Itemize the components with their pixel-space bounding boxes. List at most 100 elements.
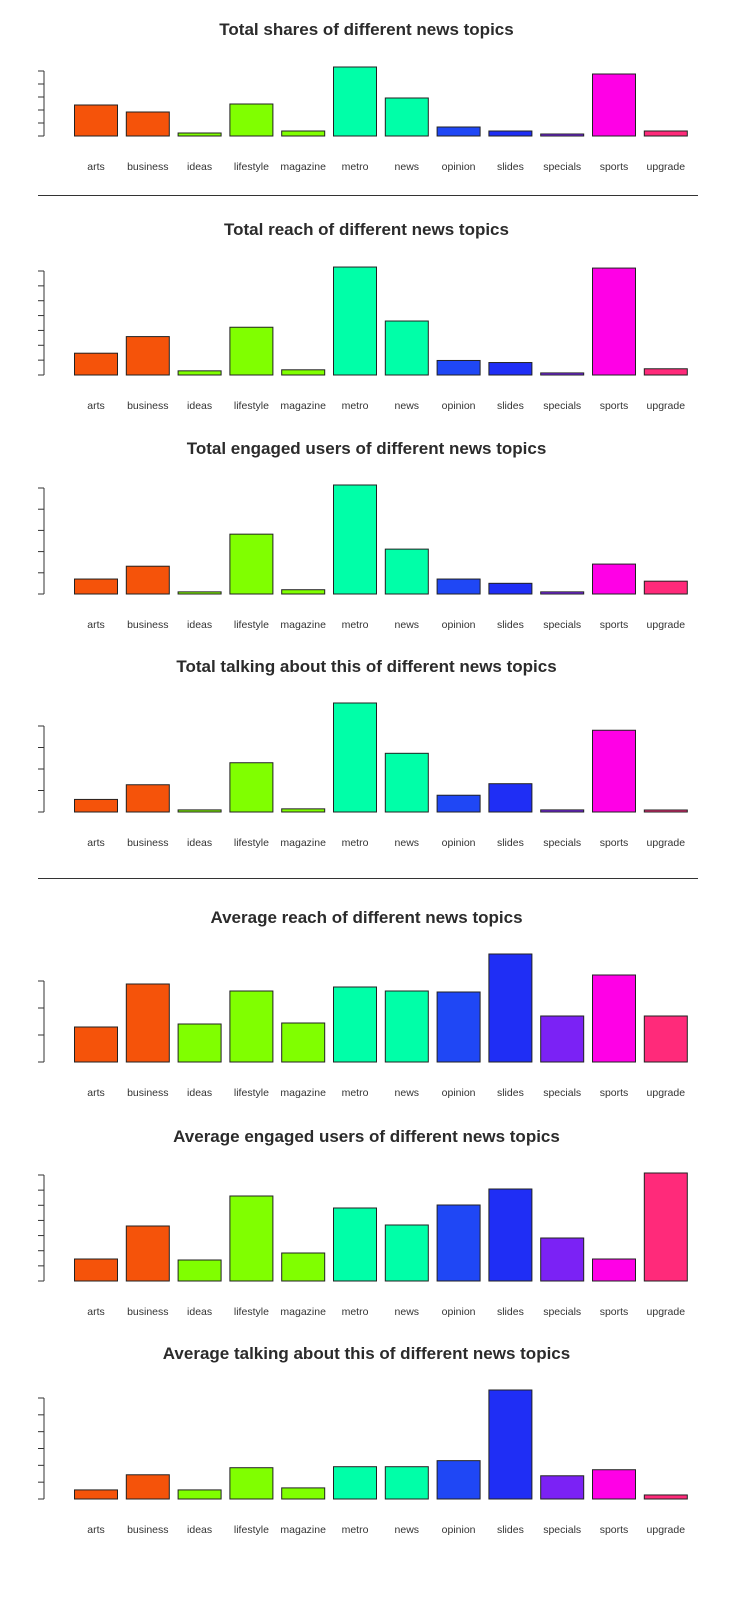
- x-tick-label: news: [395, 1524, 420, 1536]
- x-tick-label: news: [395, 1087, 420, 1099]
- x-tick-label: ideas: [187, 837, 212, 849]
- bar-upgrade: [643, 368, 688, 376]
- x-tick-label: slides: [497, 1524, 524, 1536]
- chart-plot: arts business ideas lifestyle magazine metro n…: [38, 1172, 688, 1318]
- x-tick-label: slides: [497, 400, 524, 412]
- x-tick-label: lifestyle: [234, 1524, 269, 1536]
- x-tick-label: magazine: [280, 1524, 326, 1536]
- bar-arts: [74, 352, 118, 376]
- chart-plot: arts business ideas lifestyle magazine metro n…: [38, 484, 688, 631]
- x-tick-label: business: [127, 837, 168, 849]
- bar-magazine: [281, 589, 326, 595]
- x-tick-label: lifestyle: [234, 400, 269, 412]
- x-tick-label: ideas: [187, 1524, 212, 1536]
- bar-opinion: [436, 1204, 481, 1282]
- x-tick-label: magazine: [280, 161, 326, 173]
- bar-upgrade: [643, 130, 688, 137]
- x-tick-label: sports: [600, 400, 629, 412]
- bar-news: [384, 1224, 429, 1282]
- x-tick-label: opinion: [442, 1524, 476, 1536]
- x-tick-label: ideas: [187, 1087, 212, 1099]
- bar-ideas: [177, 1259, 222, 1282]
- x-tick-label: specials: [543, 1087, 581, 1099]
- bar-metro: [333, 66, 377, 137]
- x-tick-label: lifestyle: [234, 1087, 269, 1099]
- x-tick-label: business: [127, 400, 168, 412]
- x-tick-label: specials: [543, 619, 581, 631]
- bar-news: [384, 1466, 429, 1500]
- x-tick-label: arts: [87, 400, 105, 412]
- bar-upgrade: [643, 809, 688, 813]
- x-tick-label: metro: [342, 1087, 369, 1099]
- x-tick-label: ideas: [187, 161, 212, 173]
- bar-specials: [540, 809, 585, 813]
- bar-arts: [74, 1489, 118, 1500]
- bar-ideas: [177, 132, 222, 137]
- x-tick-label: business: [127, 161, 168, 173]
- section-divider: [38, 195, 698, 196]
- x-tick-label: upgrade: [647, 400, 686, 412]
- bar-specials: [540, 591, 585, 595]
- x-tick-label: metro: [342, 161, 369, 173]
- chart-plot: arts business ideas lifestyle magazine metro n…: [38, 66, 688, 173]
- bar-slides: [488, 130, 533, 137]
- bar-lifestyle: [229, 762, 274, 813]
- bar-ideas: [177, 809, 222, 813]
- bar-news: [384, 97, 429, 137]
- bar-business: [125, 336, 170, 376]
- chart-title: Total shares of different news topics: [219, 20, 514, 39]
- x-tick-label: metro: [342, 837, 369, 849]
- x-tick-label: ideas: [187, 400, 212, 412]
- chart-plot: arts business ideas lifestyle magazine metro n…: [38, 1389, 688, 1536]
- bar-magazine: [281, 130, 326, 137]
- x-tick-label: news: [395, 1306, 420, 1318]
- bar-slides: [488, 1389, 533, 1500]
- chart-plot: arts business ideas lifestyle magazine metro n…: [38, 266, 688, 412]
- bar-metro: [333, 702, 377, 813]
- x-tick-label: sports: [600, 1524, 629, 1536]
- x-tick-label: ideas: [187, 619, 212, 631]
- x-tick-label: slides: [497, 1087, 524, 1099]
- x-tick-label: specials: [543, 161, 581, 173]
- bar-opinion: [436, 991, 481, 1063]
- x-tick-label: opinion: [442, 400, 476, 412]
- bar-arts: [74, 104, 118, 137]
- bar-sports: [592, 73, 636, 137]
- chart-title: Total reach of different news topics: [224, 220, 509, 239]
- section-divider: [38, 878, 698, 879]
- bar-slides: [488, 783, 533, 813]
- chart-title: Average talking about this of different …: [162, 1344, 571, 1363]
- x-tick-label: arts: [87, 1306, 105, 1318]
- bar-metro: [333, 986, 377, 1063]
- bar-lifestyle: [229, 326, 274, 376]
- x-tick-label: upgrade: [647, 1087, 686, 1099]
- x-tick-label: opinion: [442, 1306, 476, 1318]
- chart-plot: arts business ideas lifestyle magazine metro n…: [38, 702, 688, 849]
- bar-magazine: [281, 1487, 326, 1500]
- bar-specials: [540, 1015, 585, 1063]
- bar-metro: [333, 1466, 377, 1500]
- bar-opinion: [436, 578, 481, 595]
- x-tick-label: sports: [600, 837, 629, 849]
- bar-arts: [74, 1026, 118, 1063]
- bar-slides: [488, 1188, 533, 1282]
- bar-magazine: [281, 808, 326, 813]
- x-tick-label: news: [395, 161, 420, 173]
- x-tick-label: business: [127, 1524, 168, 1536]
- bar-ideas: [177, 370, 222, 376]
- bar-metro: [333, 1207, 377, 1282]
- chart-title: Average reach of different news topics: [210, 908, 523, 927]
- x-tick-label: magazine: [280, 1087, 326, 1099]
- bar-business: [125, 111, 170, 137]
- x-tick-label: specials: [543, 400, 581, 412]
- bar-opinion: [436, 1460, 481, 1500]
- x-tick-label: specials: [543, 1306, 581, 1318]
- x-tick-label: sports: [600, 161, 629, 173]
- x-tick-label: metro: [342, 619, 369, 631]
- bar-magazine: [281, 1022, 326, 1063]
- bar-specials: [540, 1237, 585, 1282]
- bar-business: [125, 784, 170, 813]
- bar-opinion: [436, 794, 481, 813]
- x-tick-label: business: [127, 1306, 168, 1318]
- bar-specials: [540, 133, 585, 137]
